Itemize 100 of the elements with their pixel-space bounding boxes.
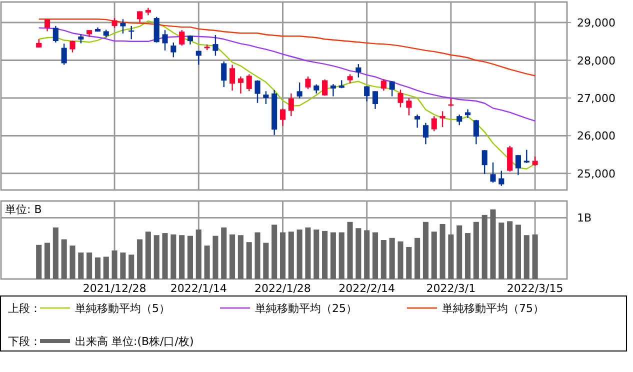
candlestick	[61, 43, 67, 66]
bar	[52, 227, 58, 279]
bar	[61, 239, 67, 279]
candlestick	[456, 114, 462, 126]
bar	[196, 230, 202, 279]
bar	[380, 240, 386, 279]
bar	[44, 242, 50, 279]
bar	[464, 233, 471, 279]
bar	[406, 246, 412, 279]
bar	[272, 224, 278, 279]
bar	[246, 242, 252, 279]
candlestick	[196, 50, 202, 66]
candlestick	[112, 17, 118, 28]
x-tick-label: 2021/12/28	[82, 282, 146, 295]
bar	[238, 235, 244, 279]
bar	[288, 232, 294, 279]
bar	[254, 232, 260, 279]
x-tick-label: 2022/1/28	[254, 282, 311, 295]
bar	[112, 250, 118, 279]
bar	[364, 230, 370, 279]
bar	[338, 232, 344, 279]
legend-label: 単純移動平均（75）	[442, 302, 544, 315]
bar	[473, 222, 479, 279]
bar	[314, 230, 320, 279]
candlestick	[170, 42, 176, 58]
y-tick-label: 26,000	[577, 130, 616, 143]
candlestick	[422, 122, 428, 145]
candlestick	[187, 34, 194, 46]
candlestick	[136, 10, 143, 24]
x-tick-label: 2022/3/1	[426, 282, 476, 295]
candlestick	[414, 114, 420, 128]
candlestick	[314, 84, 320, 94]
bar	[305, 227, 311, 279]
candlestick	[230, 64, 236, 92]
bar	[280, 232, 286, 279]
bar	[431, 232, 437, 279]
bar	[398, 241, 404, 279]
y-tick-label: 27,000	[577, 92, 616, 105]
candlestick	[280, 108, 286, 126]
bar	[524, 235, 530, 279]
bar	[136, 239, 143, 279]
bar	[422, 222, 428, 279]
bar	[187, 236, 194, 279]
candlestick	[296, 82, 302, 99]
candlestick	[246, 74, 252, 92]
candlestick	[212, 34, 218, 56]
x-tick-label: 2022/3/15	[506, 282, 564, 295]
candlestick	[288, 92, 294, 117]
bar	[498, 222, 504, 279]
candlestick	[221, 60, 227, 88]
y-axis-title: 単位: B	[5, 203, 42, 216]
bar	[162, 233, 168, 279]
bar	[120, 252, 126, 279]
candlestick	[78, 34, 84, 44]
bar	[448, 234, 454, 279]
legend-title: 下段：	[8, 335, 41, 348]
candlestick	[440, 110, 446, 128]
legend-label: 単純移動平均（25）	[255, 302, 357, 315]
bar	[70, 246, 76, 279]
x-tick-label: 2022/2/14	[338, 282, 396, 295]
bar	[296, 230, 302, 279]
candlestick	[364, 86, 370, 102]
candlestick	[473, 119, 479, 145]
candlestick	[162, 29, 168, 52]
bar	[94, 257, 100, 279]
candlestick	[406, 97, 412, 116]
bar	[330, 232, 336, 279]
candlestick	[70, 40, 76, 53]
x-tick-label: 2022/1/14	[170, 282, 227, 295]
candlestick	[498, 170, 504, 186]
bar	[263, 242, 269, 279]
bar	[128, 254, 134, 279]
candlestick	[305, 76, 311, 90]
bar	[230, 234, 236, 279]
candlestick	[254, 80, 260, 104]
bar	[170, 234, 176, 279]
bar	[440, 224, 446, 279]
bar	[482, 214, 488, 279]
legend-label: 出来高 単位:(B株/口/枚)	[75, 335, 194, 348]
bar	[515, 224, 521, 279]
bar	[456, 225, 462, 279]
candlestick	[356, 63, 362, 78]
bar	[154, 235, 160, 279]
y-tick-label: 28,000	[577, 54, 616, 68]
candlestick	[398, 89, 404, 108]
bar	[347, 222, 353, 279]
candlestick	[490, 162, 496, 184]
bar	[221, 227, 227, 279]
candlestick	[330, 83, 336, 97]
bar	[356, 228, 362, 279]
line-series	[38, 18, 536, 76]
y-tick-label: 25,000	[577, 167, 616, 180]
bar	[103, 256, 109, 279]
candlestick	[507, 145, 513, 172]
candlestick	[532, 156, 538, 166]
bar	[322, 230, 328, 279]
legend-label: 単純移動平均（5）	[75, 302, 170, 315]
ref-line-label: 1B	[577, 212, 592, 225]
candlestick	[372, 90, 378, 110]
bar	[490, 209, 496, 279]
